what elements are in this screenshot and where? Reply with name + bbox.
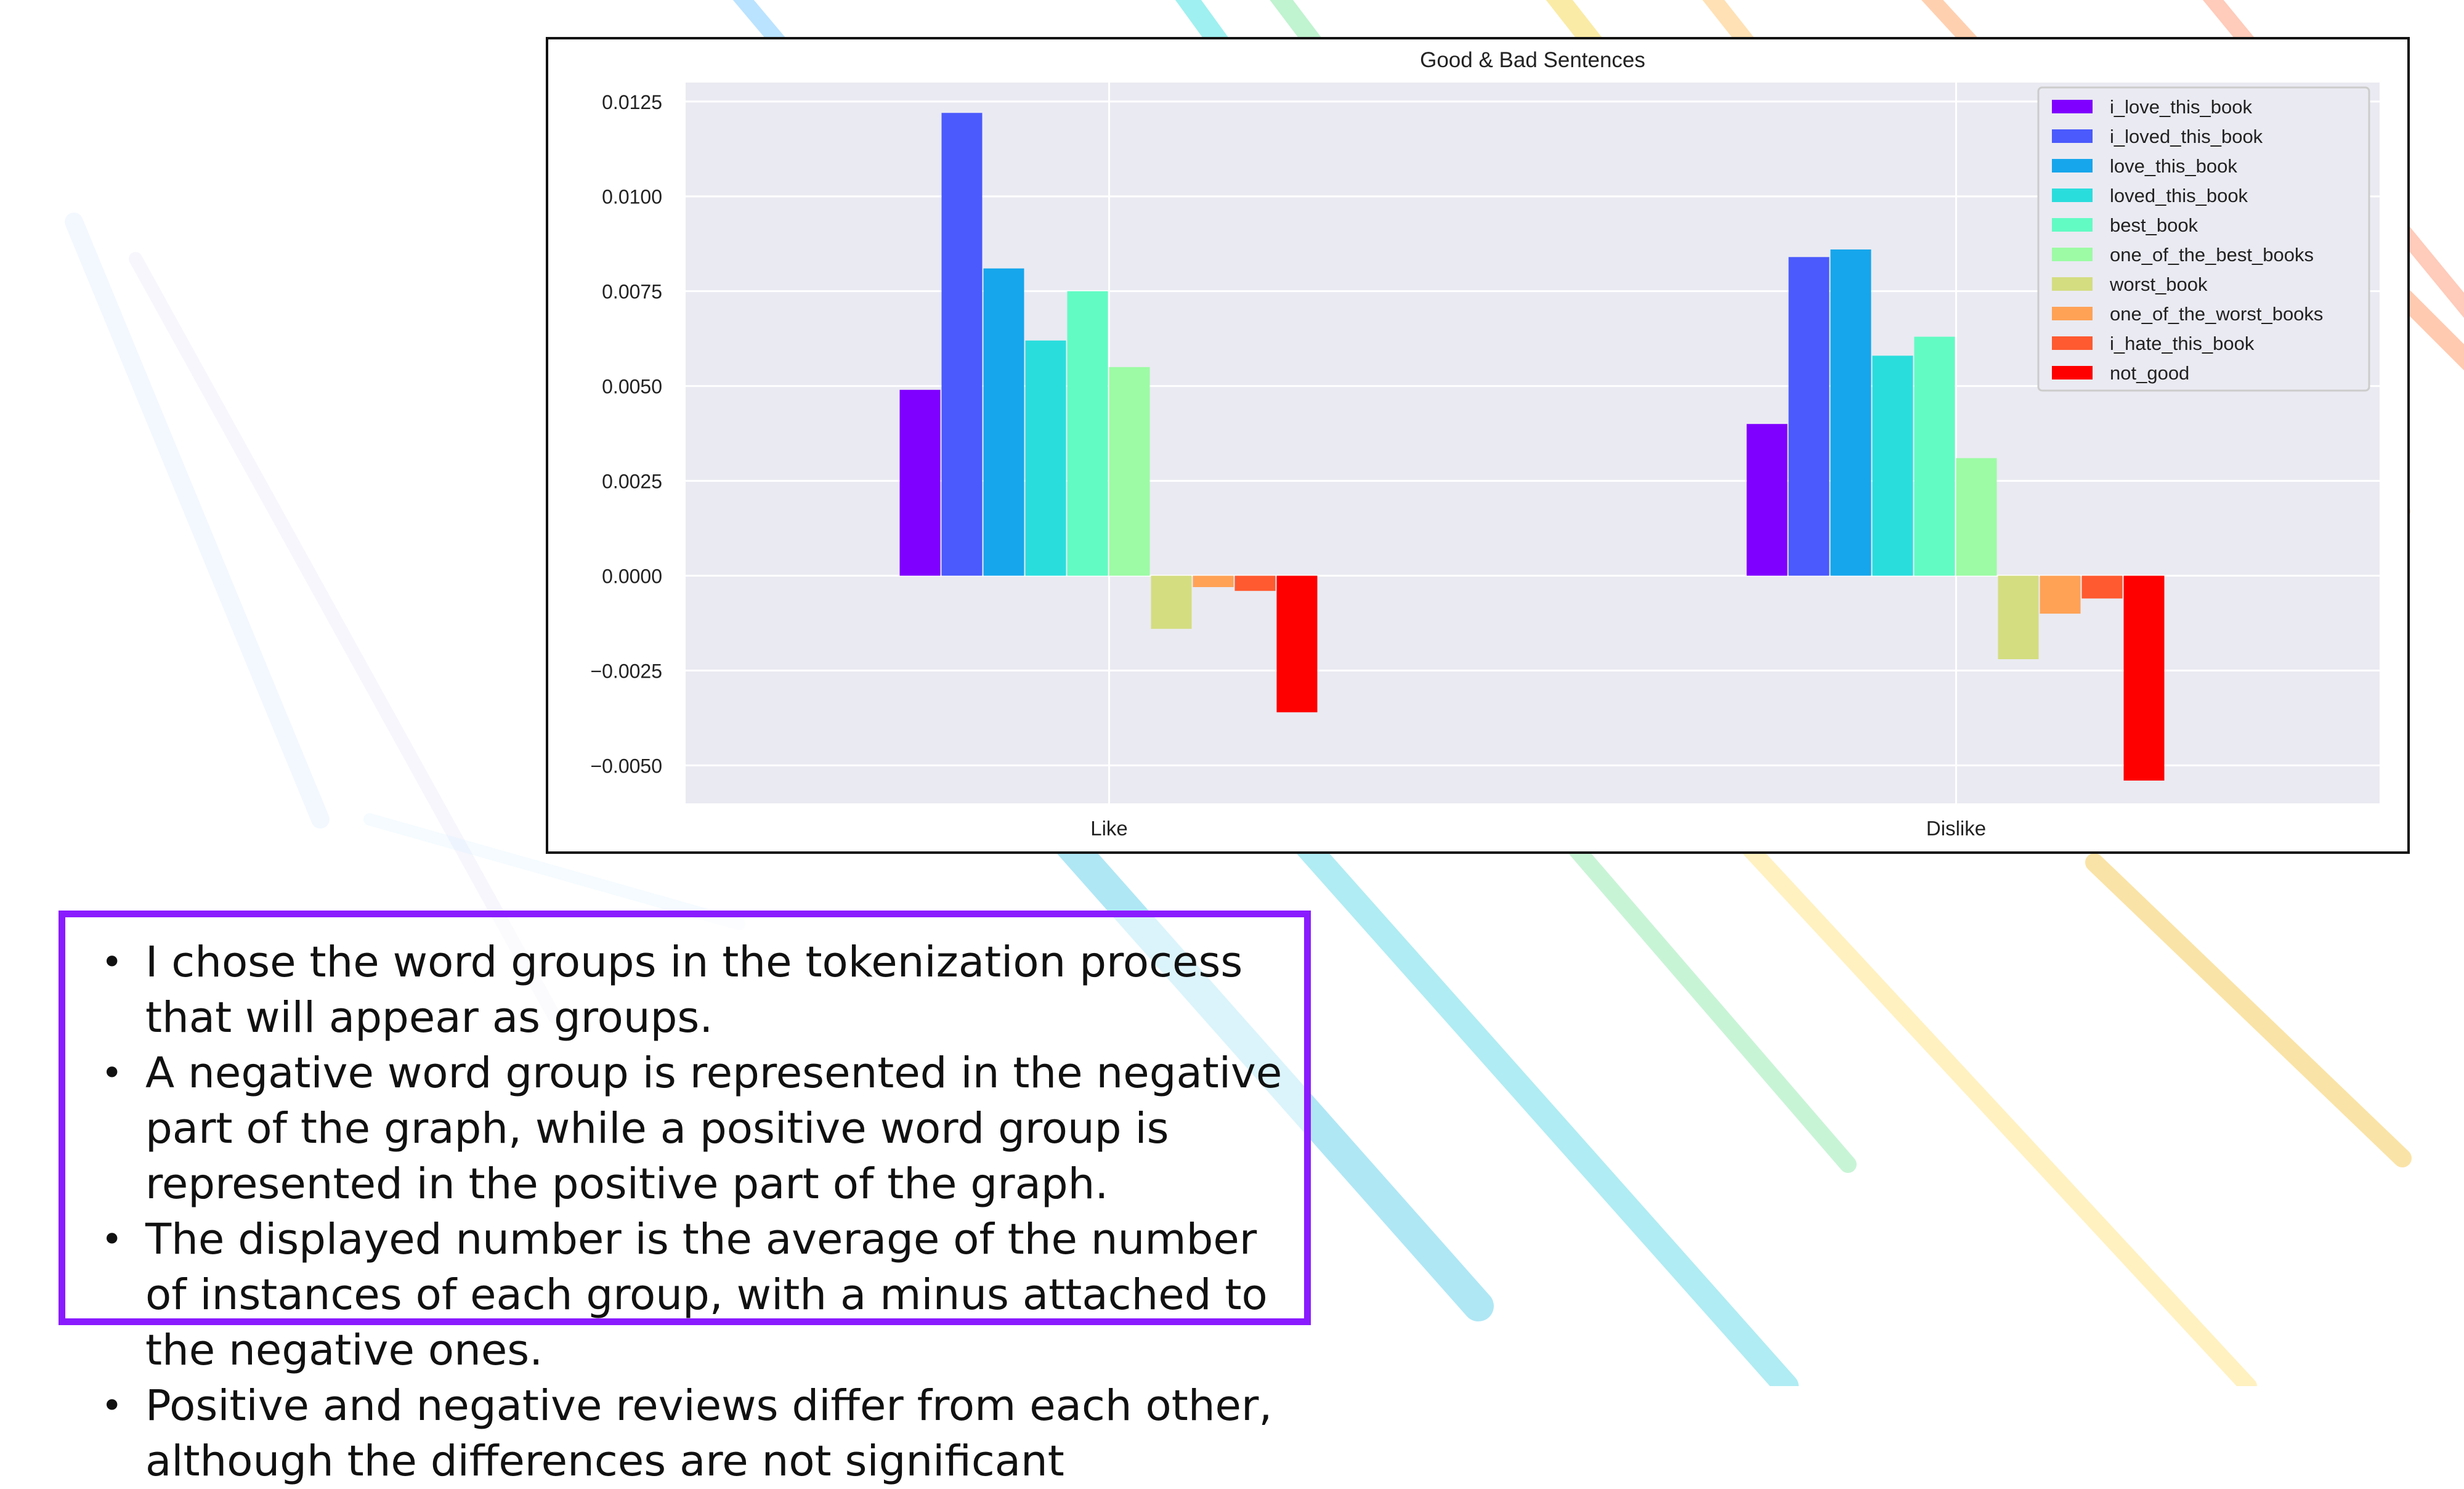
bar-best_book-like [1067, 291, 1108, 576]
bullet-item: • The displayed number is the average of … [84, 1212, 1286, 1378]
y-tick-label: −0.0025 [590, 660, 662, 682]
legend-label: best_book [2110, 214, 2199, 236]
background-streak [1281, 819, 1799, 1386]
bullet-list: • I chose the word groups in the tokeniza… [84, 935, 1286, 1489]
legend-swatch [2052, 218, 2093, 232]
notes-box: • I chose the word groups in the tokeniza… [59, 911, 1311, 1486]
bullet-text: A negative word group is represented in … [145, 1049, 1283, 1209]
legend-label: one_of_the_best_books [2110, 244, 2314, 266]
bar-not_good-dislike [2123, 575, 2165, 781]
bullet-mark: • [101, 1218, 123, 1261]
bar-loved_this_book-like [1025, 340, 1066, 576]
y-tick-label: −0.0050 [590, 755, 662, 777]
legend-label: love_this_book [2110, 155, 2237, 177]
legend: i_love_this_book i_loved_this_book love_th… [2037, 86, 2370, 392]
background-streak [1568, 842, 1857, 1173]
y-tick-label: 0.0075 [602, 281, 662, 303]
bar-chart: −0.0050 −0.0025 0.0000 0.0025 0.0050 0.0075 0.… [590, 48, 2380, 840]
legend-label: i_love_this_book [2110, 96, 2252, 118]
legend-swatch [2052, 248, 2093, 261]
x-tick-label: Like [1090, 817, 1128, 840]
legend-label: not_good [2110, 362, 2189, 384]
bullet-item: • I chose the word groups in the tokeniza… [84, 935, 1286, 1045]
background-streak [65, 213, 330, 829]
background-streak [2085, 853, 2412, 1167]
bullet-text: The displayed number is the average of t… [145, 1215, 1268, 1375]
bar-love_this_book-like [983, 268, 1024, 576]
bar-i_hate_this_book-like [1234, 575, 1276, 591]
bar-one_of_the_best_books-like [1109, 367, 1150, 576]
bullet-item: • A negative word group is represented in… [84, 1045, 1286, 1212]
background-streak [363, 813, 745, 930]
y-tick-label: 0.0000 [602, 566, 662, 588]
chart-container: −0.0050 −0.0025 0.0000 0.0025 0.0050 0.0075 0.… [546, 37, 2410, 854]
bar-not_good-like [1276, 575, 1318, 713]
background-streak [129, 252, 561, 1023]
bar-i_loved_this_book-dislike [1788, 257, 1830, 576]
bar-one_of_the_worst_books-like [1193, 575, 1234, 587]
bar-i_love_this_book-dislike [1746, 424, 1788, 576]
bar-worst_book-dislike [1998, 575, 2039, 659]
legend-label: loved_this_book [2110, 185, 2248, 206]
legend-swatch [2052, 277, 2093, 291]
bar-i_loved_this_book-like [941, 113, 983, 576]
y-tick-label: 0.0100 [602, 186, 662, 208]
bar-loved_this_book-dislike [1872, 355, 1913, 576]
legend-swatch [2052, 159, 2093, 172]
bar-one_of_the_worst_books-dislike [2040, 575, 2081, 614]
legend-label: worst_book [2109, 274, 2208, 295]
bars [899, 113, 2165, 781]
y-tick-label: 0.0125 [602, 91, 662, 113]
x-tick-labels: Like Dislike [1090, 817, 1986, 840]
legend-label: one_of_the_worst_books [2110, 303, 2323, 325]
bar-best_book-dislike [1914, 336, 1955, 576]
legend-label: i_hate_this_book [2110, 333, 2255, 354]
y-tick-label: 0.0050 [602, 376, 662, 398]
legend-swatch [2052, 336, 2093, 350]
bullet-mark: • [101, 941, 123, 984]
y-tick-label: 0.0025 [602, 471, 662, 493]
bullet-text: I chose the word groups in the tokenizat… [145, 938, 1243, 1042]
legend-swatch [2052, 189, 2093, 202]
legend-swatch [2052, 100, 2093, 113]
background-streak [1685, 780, 2257, 1386]
legend-swatch [2052, 307, 2093, 320]
bullet-text: Positive and negative reviews differ fro… [145, 1381, 1273, 1486]
bar-love_this_book-dislike [1830, 249, 1871, 576]
legend-swatch [2052, 129, 2093, 143]
bullet-mark: • [101, 1384, 123, 1427]
bar-one_of_the_best_books-dislike [1956, 458, 1997, 576]
x-tick-label: Dislike [1926, 817, 1986, 840]
bullet-item: • Positive and negative reviews differ fr… [84, 1378, 1286, 1489]
bullet-mark: • [101, 1052, 123, 1095]
y-tick-labels: −0.0050 −0.0025 0.0000 0.0025 0.0050 0.0075 0.… [590, 91, 662, 777]
legend-box [2037, 86, 2370, 392]
bar-worst_book-like [1151, 575, 1192, 629]
legend-swatch [2052, 366, 2093, 379]
chart-title: Good & Bad Sentences [1420, 48, 1645, 72]
bar-i_love_this_book-like [899, 389, 941, 576]
bar-i_hate_this_book-dislike [2081, 575, 2123, 599]
legend-label: i_loved_this_book [2110, 126, 2263, 147]
